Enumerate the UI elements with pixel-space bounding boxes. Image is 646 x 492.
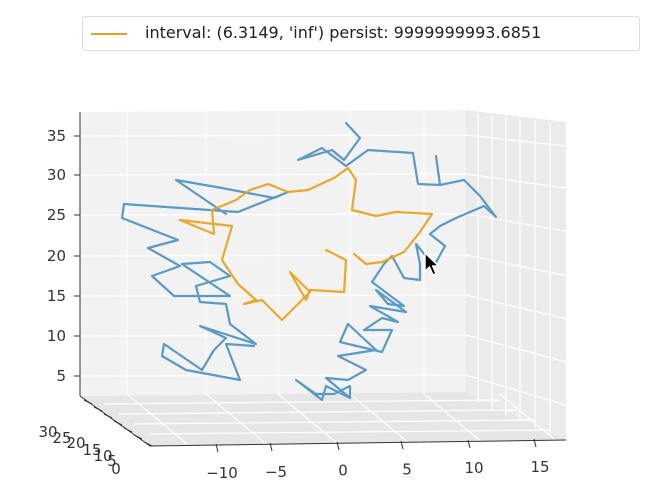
floor-gridline [499, 393, 561, 445]
grid [79, 111, 567, 447]
z-tick-label: 5 [56, 367, 66, 385]
y-tick-label: 0 [111, 460, 121, 478]
z-gridline [79, 134, 467, 137]
x-axis-line [149, 439, 567, 447]
y-tick-label: 15 [82, 441, 101, 459]
floor-gridline [133, 419, 534, 425]
series [120, 121, 498, 402]
y-tick-label: 10 [93, 447, 112, 465]
z-gridline-side [465, 173, 567, 189]
y-tick-label: 30 [38, 423, 57, 441]
y-tick-mark [103, 413, 113, 419]
y-tick-mark [113, 420, 123, 426]
y-tick-mark [133, 434, 143, 440]
x-tick-mark [215, 443, 219, 453]
x-tick-mark [467, 439, 471, 449]
z-gridline [79, 173, 467, 176]
floor-gridline [126, 393, 188, 445]
x-tick-label: −10 [206, 464, 238, 482]
x-axis-ticks: −10 −5 0 5 10 15 [206, 438, 550, 482]
series-line-persistent-interval [178, 166, 434, 322]
z-gridline [79, 213, 467, 216]
y-tick-mark [123, 427, 133, 433]
z-gridline [79, 294, 467, 297]
x-tick-label: 10 [464, 459, 483, 477]
y-tick-mark [143, 441, 153, 447]
y-tick-label: 5 [107, 452, 117, 470]
floor-gridline [349, 393, 411, 445]
floor-gridline [118, 409, 517, 415]
z-tick-label: 10 [47, 327, 66, 345]
z-tick-label: 35 [47, 127, 66, 145]
x-tick-mark [400, 440, 404, 450]
floor-gridline [423, 393, 485, 445]
y-tick-label: 25 [52, 429, 71, 447]
x-tick-label: 0 [338, 462, 348, 480]
x-tick-label: 5 [402, 460, 412, 478]
z-gridline-side [465, 294, 567, 320]
z-axis-ticks: 35 30 25 20 15 10 5 [47, 127, 80, 385]
z-gridline-side [465, 254, 567, 277]
z-tick-label: 30 [47, 166, 66, 184]
z-tick-label: 25 [47, 206, 66, 224]
z-gridline-side [465, 374, 567, 406]
series-line-full-chain-left [120, 178, 290, 382]
x-tick-label: 15 [530, 458, 549, 476]
z-gridline-side [465, 334, 567, 363]
x-tick-mark [336, 441, 340, 451]
z-gridline [79, 254, 467, 257]
floor-pane [80, 392, 566, 446]
z-gridline [79, 374, 467, 377]
legend-swatch [91, 33, 127, 35]
x-tick-mark [269, 442, 273, 452]
legend-label: interval: (6.3149, 'inf') persist: 99999… [145, 23, 542, 42]
mouse-cursor-icon [424, 252, 440, 276]
z-gridline-side [465, 134, 567, 147]
x-tick-label: −5 [265, 463, 287, 481]
x-tick-mark [533, 438, 537, 448]
z-gridline-side [465, 213, 567, 232]
floor-gridline [103, 399, 500, 405]
y-tick-mark [93, 406, 103, 412]
z-tick-label: 20 [47, 247, 66, 265]
legend: interval: (6.3149, 'inf') persist: 99999… [82, 16, 640, 51]
y-tick-mark [83, 399, 93, 405]
floor-gridline [148, 429, 551, 435]
z-gridline [79, 334, 467, 337]
z-tick-label: 15 [47, 287, 66, 305]
y-tick-label: 20 [66, 434, 85, 452]
side-pane [466, 110, 566, 440]
